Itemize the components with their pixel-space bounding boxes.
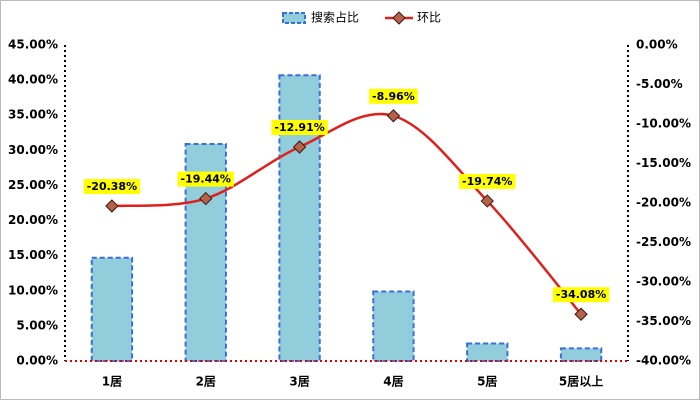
marker: [105, 199, 119, 213]
bar: [372, 290, 415, 363]
data-label-text: -19.74%: [462, 175, 512, 188]
y-tick-label: 15.00%: [8, 248, 58, 262]
y2-tick-label: -25.00%: [636, 235, 691, 249]
data-label-bg: [369, 88, 418, 104]
marker: [292, 140, 307, 154]
x-tick-label: 2居: [196, 375, 216, 389]
y-tick-label: 45.00%: [8, 38, 58, 52]
data-label: -19.44%: [177, 171, 234, 187]
y2-tick-label: -35.00%: [636, 314, 691, 328]
bar: [278, 74, 321, 362]
x-tick-label: 5居以上: [559, 374, 603, 389]
data-label: -20.38%: [83, 179, 141, 195]
data-label: -12.91%: [271, 119, 328, 135]
data-label: -8.96%: [369, 88, 418, 104]
y-tick-label: 20.00%: [8, 213, 58, 227]
data-label-text: -20.38%: [87, 180, 137, 193]
marker: [386, 109, 401, 123]
y2-tick-label: -15.00%: [636, 156, 691, 170]
y2-tick-label: -5.00%: [636, 77, 683, 91]
y2-tick-label: -30.00%: [636, 275, 691, 289]
y2-tick-label: -10.00%: [636, 117, 691, 131]
data-label: -34.08%: [552, 287, 610, 303]
legend-label: 环比: [417, 11, 441, 25]
data-label-text: -34.08%: [556, 288, 606, 301]
data-label-bg: [177, 171, 234, 187]
y2-tick-label: -40.00%: [636, 354, 691, 368]
y-tick-label: 5.00%: [16, 318, 58, 332]
data-label: -19.74%: [459, 173, 516, 189]
marker: [199, 191, 213, 206]
bar: [466, 342, 509, 363]
legend-marker: [392, 11, 406, 25]
y-tick-label: 0.00%: [16, 354, 58, 368]
data-label-text: -19.44%: [181, 173, 231, 186]
y-tick-label: 10.00%: [8, 283, 58, 297]
y2-tick-label: -20.00%: [636, 196, 691, 210]
legend: 搜索占比 环比: [282, 10, 441, 25]
marker: [480, 194, 494, 208]
x-tick-label: 5居: [477, 375, 497, 389]
legend-swatch: [282, 12, 306, 24]
data-label-text: -12.91%: [274, 121, 324, 134]
data-label-text: -8.96%: [372, 90, 415, 103]
bar: [559, 347, 603, 362]
y-tick-label: 25.00%: [8, 178, 58, 192]
x-tick-label: 1居: [102, 375, 122, 389]
y2-tick-label: 0.00%: [636, 38, 678, 52]
legend-label: 搜索占比: [311, 10, 359, 25]
data-label-bg: [271, 119, 328, 135]
marker: [574, 307, 588, 321]
data-label-bg: [83, 179, 141, 195]
x-tick-label: 3居: [289, 375, 309, 389]
y-tick-label: 30.00%: [8, 143, 58, 157]
y-tick-label: 35.00%: [8, 108, 58, 122]
x-tick-label: 4居: [383, 375, 403, 389]
y-tick-label: 40.00%: [8, 73, 58, 87]
bar: [90, 256, 134, 363]
data-label-bg: [459, 173, 516, 189]
data-label-bg: [552, 287, 610, 303]
